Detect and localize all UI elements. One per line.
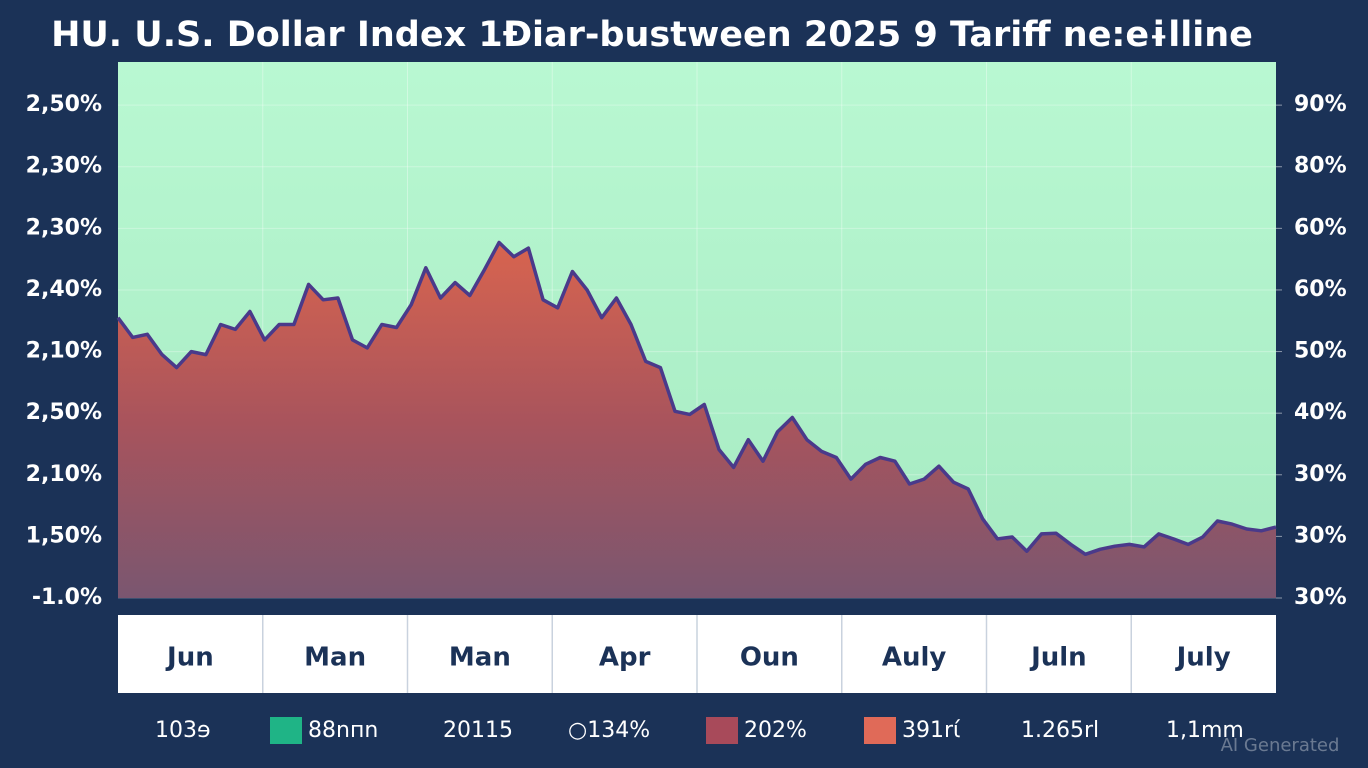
x-tick-label: Oun: [740, 643, 799, 673]
y2-tick-label: 60%: [1294, 277, 1347, 302]
x-tick-label: July: [1175, 643, 1231, 673]
y-tick-label: 2,10%: [26, 339, 102, 364]
legend-label: 88nпn: [308, 718, 378, 743]
y2-tick-label: 30%: [1294, 462, 1347, 487]
legend-label: 103ɘ: [155, 718, 211, 743]
y2-tick-label: 40%: [1294, 400, 1347, 425]
x-tick-label: Apr: [599, 643, 651, 673]
y2-tick-label: 60%: [1294, 215, 1347, 240]
y-tick-label: 2,50%: [26, 92, 102, 117]
legend-label: 20115: [443, 718, 513, 743]
chart-title: HU. U.S. Dollar Index 1Ðiar-bustween 202…: [51, 15, 1253, 55]
y2-tick-label: 30%: [1294, 523, 1347, 548]
legend-label: 202%: [744, 718, 807, 743]
y-tick-label: 2,50%: [26, 400, 102, 425]
y2-tick-label: 50%: [1294, 339, 1347, 364]
y-tick-label: 2,30%: [26, 154, 102, 179]
y2-tick-label: 90%: [1294, 92, 1347, 117]
y-tick-label: -1.0%: [32, 585, 102, 610]
legend-swatch: [864, 717, 896, 744]
legend-label: ○134%: [568, 718, 650, 743]
y2-tick-label: 30%: [1294, 585, 1347, 610]
y-tick-label: 2,30%: [26, 215, 102, 240]
y-tick-label: 2,40%: [26, 277, 102, 302]
x-tick-label: Man: [304, 643, 366, 673]
legend-swatch: [706, 717, 738, 744]
x-tick-label: Juln: [1029, 643, 1087, 673]
legend-label: 391rί: [902, 718, 961, 743]
x-tick-label: Jun: [165, 643, 214, 673]
legend-swatch: [270, 717, 302, 744]
x-tick-label: Man: [449, 643, 511, 673]
legend-label: 1,1mm: [1166, 718, 1244, 743]
x-tick-label: Auly: [882, 643, 947, 673]
legend-label: 1.265rl: [1021, 718, 1099, 743]
line: [116, 240, 1277, 557]
watermark: AI Generated: [1221, 735, 1340, 756]
y-tick-label: 1,50%: [26, 523, 102, 548]
area-fill: [118, 242, 1276, 598]
y-tick-label: 2,10%: [26, 462, 102, 487]
y2-tick-label: 80%: [1294, 154, 1347, 179]
